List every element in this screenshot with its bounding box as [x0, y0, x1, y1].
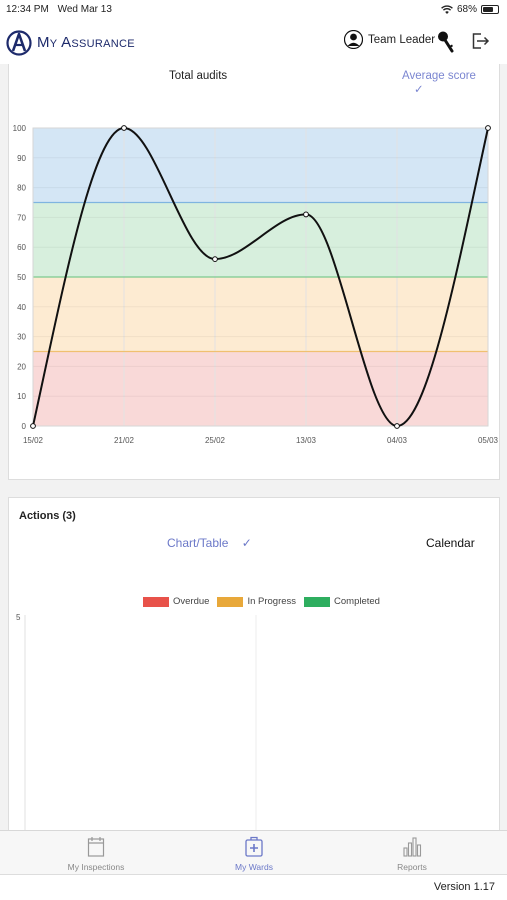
tab-my-inspections-label: My Inspections — [67, 862, 125, 872]
x-tick-label: 25/02 — [205, 436, 226, 445]
version-label: Version 1.17 — [433, 881, 495, 893]
audits-card: Total audits Average score ✓ 0 10 20 30 40 50… — [8, 64, 500, 480]
legend-swatch-in-progress — [217, 596, 244, 607]
legend-item-overdue[interactable]: Overdue — [143, 596, 209, 607]
checkmark-icon: ✓ — [414, 84, 424, 96]
score-band-3 — [33, 128, 488, 203]
status-date: Wed Mar 13 — [57, 4, 112, 15]
legend-label-in-progress: In Progress — [247, 596, 297, 607]
y-tick-label: 20 — [17, 362, 26, 371]
status-right: 68% — [441, 4, 499, 15]
calendar-icon — [87, 837, 105, 857]
data-point — [303, 211, 309, 218]
average-score-label: Average score — [402, 70, 476, 82]
user-role-label: Team Leader — [368, 33, 436, 46]
app-logo-icon — [6, 30, 32, 56]
key-icon[interactable] — [436, 30, 456, 54]
footer: Version 1.17 — [0, 874, 507, 900]
data-point — [485, 125, 491, 131]
score-band-0 — [33, 351, 488, 426]
y-tick-label: 40 — [17, 303, 26, 312]
actions-title: Actions (3) — [19, 510, 76, 522]
app-header: My Assurance Team Leader — [0, 22, 507, 64]
bar-chart-icon — [403, 837, 422, 857]
data-point — [30, 423, 36, 429]
actions-bar-chart: 5 — [16, 613, 257, 838]
data-point — [394, 423, 400, 429]
average-score-toggle[interactable]: Average score ✓ — [402, 70, 499, 96]
actions-legend: Overdue In Progress Completed — [143, 596, 380, 607]
audits-chart-title: Total audits — [169, 70, 228, 82]
tab-my-inspections[interactable]: My Inspections — [36, 835, 156, 872]
checkmark-icon: ✓ — [241, 536, 252, 550]
y-tick-label: 70 — [17, 213, 26, 222]
legend-swatch-completed — [304, 596, 331, 607]
user-avatar-icon — [344, 30, 363, 49]
tab-calendar[interactable]: Calendar — [426, 536, 475, 550]
tab-chart-table-label: Chart/Table — [167, 536, 229, 550]
tab-reports-label: Reports — [397, 862, 427, 872]
wifi-icon — [441, 4, 453, 14]
legend-label-overdue: Overdue — [173, 596, 210, 607]
user-menu[interactable]: Team Leader — [344, 30, 435, 49]
medical-case-icon — [245, 836, 263, 857]
x-tick-label: 13/03 — [296, 436, 317, 445]
actions-card: Actions (3) Chart/Table ✓ Calendar Overd… — [8, 497, 500, 838]
tab-chart-table[interactable]: Chart/Table ✓ — [167, 536, 252, 550]
legend-label-completed: Completed — [334, 596, 380, 607]
status-bar: 12:34 PM Wed Mar 13 68% — [0, 0, 507, 22]
legend-item-in-progress[interactable]: In Progress — [217, 596, 296, 607]
y-tick-label: 5 — [16, 613, 21, 622]
x-tick-label: 04/03 — [387, 436, 408, 445]
y-tick-label: 80 — [17, 184, 26, 193]
tab-my-wards[interactable]: My Wards — [194, 835, 314, 872]
tab-reports[interactable]: Reports — [352, 835, 472, 872]
data-point — [212, 256, 218, 263]
y-tick-label: 50 — [17, 273, 26, 282]
x-tick-label: 21/02 — [114, 436, 135, 445]
battery-icon — [481, 5, 499, 14]
y-tick-label: 100 — [13, 124, 27, 133]
x-tick-label: 15/02 — [23, 436, 44, 445]
score-band-1 — [33, 277, 488, 352]
battery-percent: 68% — [456, 4, 477, 15]
audits-line-chart: 0 10 20 30 40 50 60 70 80 90 100 15/02 21/02 25/02 13/… — [13, 124, 499, 445]
legend-swatch-overdue — [143, 596, 169, 607]
bottom-tab-bar: My Inspections My Wards Reports — [0, 830, 507, 874]
y-tick-label: 60 — [17, 243, 26, 252]
score-band-2 — [33, 202, 488, 277]
average-score-line — [32, 126, 489, 428]
y-tick-label: 0 — [22, 422, 27, 431]
plot-frame — [32, 127, 489, 427]
x-tick-label: 05/03 — [478, 436, 499, 445]
y-tick-label: 90 — [17, 154, 26, 163]
battery-fill — [483, 7, 493, 12]
status-left: 12:34 PM Wed Mar 13 — [6, 4, 112, 15]
y-tick-label: 30 — [17, 333, 26, 342]
tab-my-wards-label: My Wards — [235, 862, 273, 872]
logout-icon[interactable] — [470, 31, 490, 51]
y-tick-label: 10 — [17, 392, 26, 401]
app-title: My Assurance — [37, 34, 135, 51]
data-point — [121, 125, 127, 131]
status-time: 12:34 PM — [6, 4, 49, 15]
legend-item-completed[interactable]: Completed — [304, 596, 380, 607]
